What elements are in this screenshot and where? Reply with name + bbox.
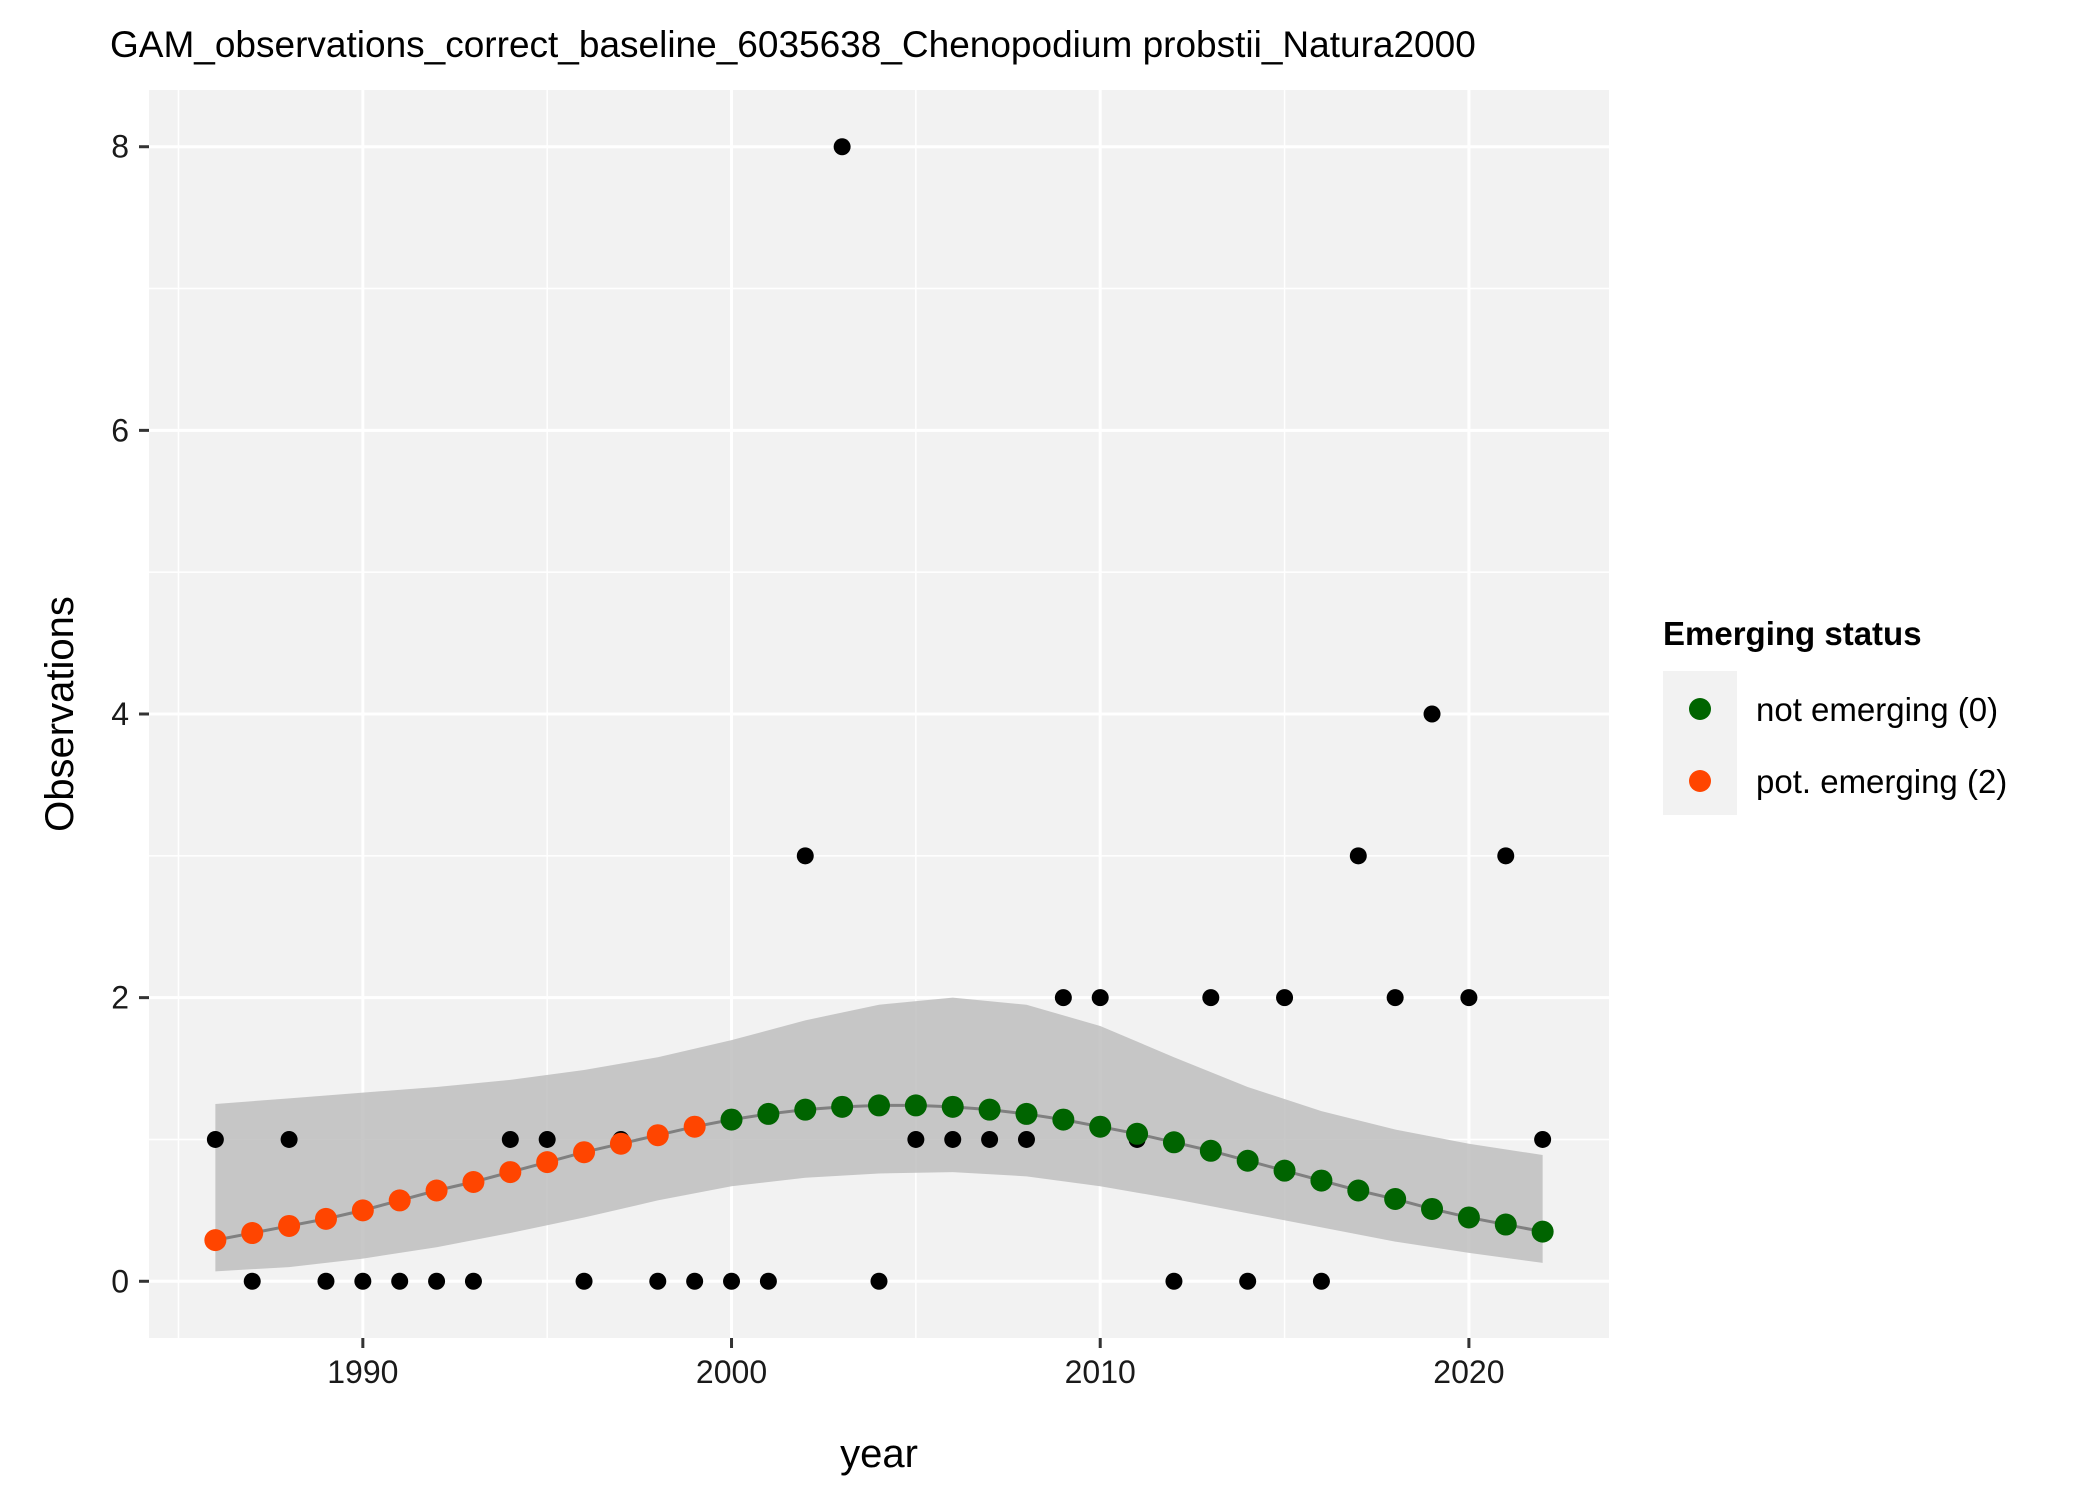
x-axis-title: year <box>840 1432 918 1476</box>
observation-point <box>1423 705 1441 723</box>
not-emerging-point <box>1052 1108 1075 1131</box>
not-emerging-point <box>794 1098 817 1121</box>
legend-title: Emerging status <box>1663 615 1922 652</box>
y-tick-label: 2 <box>111 980 129 1016</box>
not-emerging-point <box>941 1095 964 1118</box>
x-tick-label: 1990 <box>327 1354 398 1390</box>
confidence-band-group <box>215 997 1543 1272</box>
y-tick-label: 4 <box>111 696 129 732</box>
pot-emerging-point <box>241 1222 264 1245</box>
pot-emerging-point <box>462 1171 485 1193</box>
observation-point <box>1276 989 1294 1007</box>
pot-emerging-point <box>278 1214 301 1237</box>
observation-point <box>1349 847 1367 865</box>
not-emerging-point <box>868 1094 890 1117</box>
axes: 1990 2000 2010 2020 0 2 4 6 8 <box>111 129 1504 1390</box>
observation-point <box>1497 847 1515 865</box>
observation-point <box>759 1272 777 1290</box>
not-emerging-point <box>720 1108 743 1131</box>
observation-point <box>944 1130 962 1148</box>
legend: Emerging status not emerging (0) pot. em… <box>1663 615 2007 815</box>
pot-emerging-point <box>388 1189 411 1212</box>
not-emerging-point <box>1421 1197 1444 1220</box>
y-tick-label: 8 <box>111 129 129 165</box>
pot-emerging-point <box>683 1115 706 1138</box>
observation-point <box>1165 1272 1183 1290</box>
x-tick-label: 2020 <box>1433 1354 1504 1390</box>
observation-point <box>354 1272 372 1290</box>
observation-point <box>317 1272 335 1290</box>
legend-label-pot-emerging: pot. emerging (2) <box>1756 763 2007 800</box>
not-emerging-point <box>1162 1131 1185 1154</box>
observation-point <box>1239 1272 1257 1290</box>
observation-point <box>1091 989 1109 1007</box>
pot-emerging-point <box>499 1161 522 1184</box>
observation-point <box>833 138 851 156</box>
observation-point <box>1312 1272 1330 1290</box>
not-emerging-point <box>1015 1102 1038 1125</box>
observation-point <box>649 1272 667 1290</box>
observation-point <box>870 1272 888 1290</box>
observation-point <box>981 1130 999 1148</box>
observation-point <box>575 1272 593 1290</box>
legend-key-background <box>1663 671 1737 815</box>
not-emerging-point <box>1273 1159 1296 1182</box>
observation-point <box>796 847 814 865</box>
y-tick-label: 0 <box>111 1263 129 1299</box>
observation-point <box>428 1272 446 1290</box>
observation-point <box>1460 989 1478 1007</box>
pot-emerging-point <box>425 1179 448 1202</box>
not-emerging-point <box>831 1095 854 1118</box>
legend-label-not-emerging: not emerging (0) <box>1756 691 1998 728</box>
observation-point <box>1017 1130 1035 1148</box>
not-emerging-point <box>1494 1213 1517 1236</box>
observation-point <box>501 1130 519 1148</box>
observation-point <box>391 1272 409 1290</box>
not-emerging-point <box>1089 1115 1112 1138</box>
chart-title: GAM_observations_correct_baseline_603563… <box>110 24 1476 65</box>
y-axis-title: Observations <box>38 596 82 832</box>
observation-point <box>538 1130 556 1148</box>
observation-point <box>686 1272 704 1290</box>
observation-point <box>206 1130 224 1148</box>
observation-point <box>1534 1130 1552 1148</box>
not-emerging-point <box>757 1102 780 1125</box>
observation-point <box>280 1130 298 1148</box>
not-emerging-point <box>1310 1169 1333 1192</box>
not-emerging-point <box>1531 1220 1554 1243</box>
pot-emerging-point <box>314 1207 337 1230</box>
pot-emerging-point <box>609 1132 632 1155</box>
observation-point <box>1054 989 1072 1007</box>
not-emerging-point <box>1126 1122 1149 1145</box>
x-tick-label: 2000 <box>696 1354 767 1390</box>
observation-point <box>907 1130 925 1148</box>
pot-emerging-point <box>646 1124 669 1147</box>
not-emerging-point <box>1384 1188 1407 1211</box>
observation-point <box>464 1272 482 1290</box>
not-emerging-point <box>1199 1139 1222 1162</box>
not-emerging-point <box>978 1098 1001 1121</box>
x-tick-label: 2010 <box>1065 1354 1136 1390</box>
pot-emerging-point <box>351 1199 374 1222</box>
not-emerging-point <box>1347 1179 1370 1202</box>
observation-points <box>206 138 1552 1290</box>
observation-point <box>723 1272 741 1290</box>
not-emerging-point <box>904 1094 927 1117</box>
observation-point <box>243 1272 261 1290</box>
fitted-points <box>204 1094 1554 1252</box>
pot-emerging-point <box>204 1229 227 1252</box>
pot-emerging-point <box>536 1151 559 1174</box>
pot-emerging-point <box>573 1141 596 1164</box>
legend-key-pot-emerging <box>1689 770 1711 792</box>
observation-point <box>1386 989 1404 1007</box>
legend-key-not-emerging <box>1689 698 1711 720</box>
not-emerging-point <box>1236 1149 1259 1172</box>
not-emerging-point <box>1457 1206 1480 1229</box>
confidence-band <box>215 997 1543 1272</box>
y-tick-label: 6 <box>111 412 129 448</box>
observation-point <box>1202 989 1220 1007</box>
